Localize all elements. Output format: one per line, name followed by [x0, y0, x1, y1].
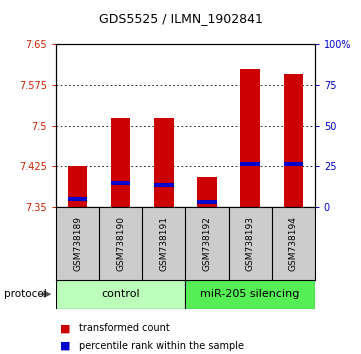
- Text: transformed count: transformed count: [79, 323, 170, 333]
- Text: GSM738193: GSM738193: [245, 216, 255, 271]
- Bar: [111, 118, 130, 207]
- Text: ■: ■: [60, 341, 70, 351]
- Text: control: control: [101, 289, 140, 299]
- Text: GSM738191: GSM738191: [159, 216, 168, 271]
- Text: percentile rank within the sample: percentile rank within the sample: [79, 341, 244, 351]
- Bar: [68, 166, 87, 207]
- Bar: [154, 118, 174, 207]
- Text: GSM738194: GSM738194: [289, 216, 298, 271]
- Text: GDS5525 / ILMN_1902841: GDS5525 / ILMN_1902841: [99, 12, 262, 25]
- Bar: [197, 177, 217, 207]
- Text: GSM738189: GSM738189: [73, 216, 82, 271]
- Bar: [283, 162, 303, 166]
- Text: GSM738192: GSM738192: [203, 216, 212, 271]
- Bar: [111, 181, 130, 184]
- Text: ■: ■: [60, 323, 70, 333]
- Bar: [186, 280, 315, 309]
- Bar: [68, 197, 87, 201]
- Bar: [56, 280, 186, 309]
- Bar: [240, 69, 260, 207]
- Text: GSM738190: GSM738190: [116, 216, 125, 271]
- Bar: [283, 74, 303, 207]
- Bar: [154, 183, 174, 187]
- Bar: [197, 200, 217, 204]
- Text: miR-205 silencing: miR-205 silencing: [200, 289, 300, 299]
- Text: protocol: protocol: [4, 289, 46, 299]
- Bar: [240, 162, 260, 166]
